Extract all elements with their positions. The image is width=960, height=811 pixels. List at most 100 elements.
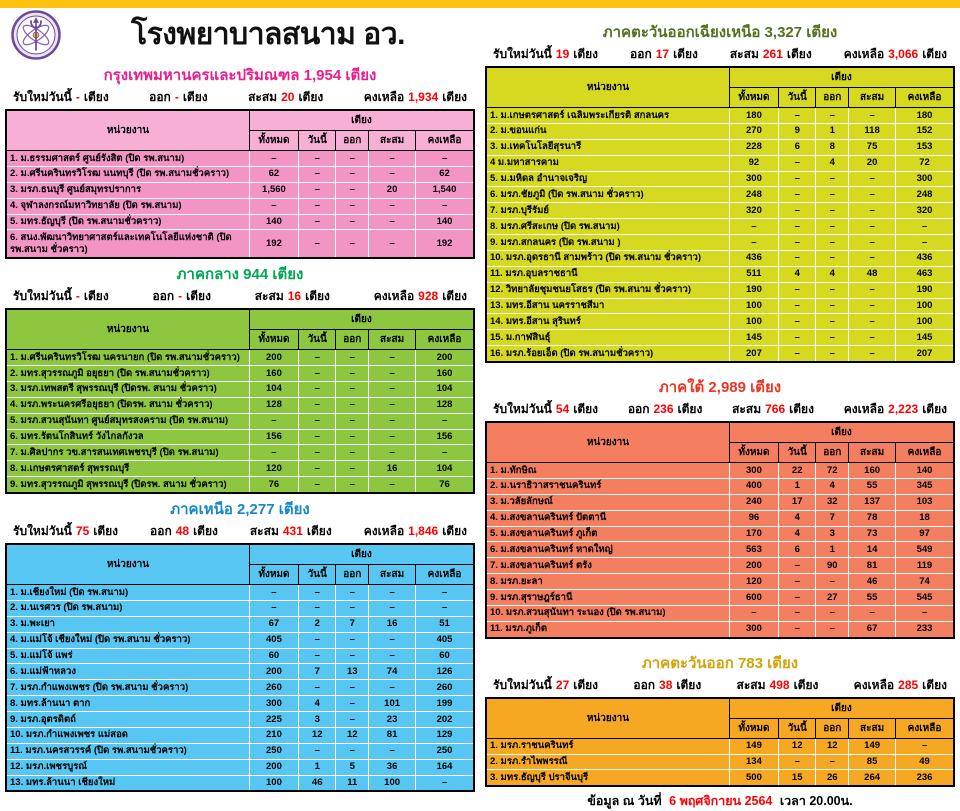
region-title: ภาคเหนือ 2,277 เตียง (170, 501, 310, 518)
agency-cell: 1. ม.ศรีนครินทรวิโรฒ นครนายก (ปิด รพ.สนา… (5, 349, 250, 366)
col-header-out: ออก (815, 442, 850, 463)
stat-new: รับใหม่วันนี้ 19 เตียง (493, 47, 599, 61)
value-cell: 67 (848, 620, 896, 639)
agency-cell: 7. มรภ.บุรีรัมย์ (485, 202, 730, 220)
footer-date: 6 พฤศจิกายน 2564 (669, 794, 773, 809)
right-column: ภาคตะวันออกเฉียงเหนือ 3,327 เตียง รับใหม… (480, 8, 960, 811)
value-cell: 22 (777, 462, 817, 479)
value-cell: 20 (848, 154, 896, 172)
section-north: ภาคเหนือ 2,277 เตียง รับใหม่วันนี้ 75 เตีย… (5, 497, 475, 793)
value-cell: 100 (894, 297, 955, 315)
value-cell: 100 (368, 774, 416, 792)
col-header-beds: เตียง (248, 543, 475, 565)
value-cell: – (894, 737, 955, 755)
table-row: 3. ม.วลัยลักษณ์ 240 17 32 137 103 (485, 493, 955, 511)
value-cell: – (848, 186, 896, 204)
value-cell: – (368, 380, 416, 398)
value-cell: – (777, 107, 817, 124)
value-cell: – (368, 349, 416, 366)
value-cell: – (848, 107, 896, 124)
value-cell: 4 (815, 154, 850, 172)
value-cell: 7 (815, 509, 850, 527)
stat-new: รับใหม่วันนี้ 27 เตียง (493, 677, 599, 692)
value-cell: – (297, 460, 337, 478)
stat-remaining: คงเหลือ 2,223 เตียง (843, 402, 947, 416)
value-cell: 199 (414, 695, 475, 712)
agency-cell: 6. ม.สงขลานครินทร์ หาดใหญ่ (485, 541, 730, 559)
value-cell: 119 (894, 557, 955, 575)
value-cell: 72 (894, 154, 955, 172)
table-row: 8. มรภ.ยะลา 120– –46 74 (485, 573, 955, 590)
value-cell: – (368, 150, 416, 167)
value-cell: 128 (414, 396, 475, 414)
value-cell: – (248, 412, 300, 430)
table-row: 7. มรภ.บุรีรัมย์ 320– – –320 (485, 202, 955, 220)
col-header-total: ทั้งหมด (728, 717, 780, 739)
agency-cell: 9. มรภ.สุราษฎร์ธานี (485, 589, 730, 606)
table-row: 8. ม.เกษตรศาสตร์ สุพรรณบุรี 120– –16 104 (5, 460, 475, 478)
top-accent-bar (0, 0, 960, 8)
value-cell: 600 (728, 589, 780, 606)
agency-cell: 14. มทร.อีสาน สุรินทร์ (485, 313, 730, 331)
col-header-beds: เตียง (248, 109, 475, 131)
value-cell: 32 (815, 493, 850, 511)
value-cell: – (297, 444, 337, 462)
table-row: 11. มรภ.ภูเก็ต 300– –67 233 (485, 620, 955, 639)
stat-out: ออก 38 เตียง (633, 677, 702, 692)
table-row: 5. ม.แม่โจ้ แพร่ 60– – –60 (5, 647, 475, 665)
region-table-body: 1. ม.เกษตรศาสตร์ เฉลิมพระเกียรติ สกลนคร 1… (485, 107, 955, 363)
stat-remaining: คงเหลือ 1,846 เตียง (363, 524, 467, 538)
agency-cell: 1. ม.ทักษิณ (485, 462, 730, 479)
col-header-today: วันนี้ (297, 329, 337, 351)
value-cell: 97 (894, 525, 955, 543)
agency-cell: 7. ม.ศิลปากร วข.สารสนเทศเพชรบุรี (ปิด รพ… (5, 444, 250, 462)
agency-cell: 9. มทร.สุวรรณภูมิ สุพรรณบุรี (ปิดรพ. สนา… (5, 476, 250, 494)
value-cell: 12 (815, 737, 850, 755)
table-row: 1. ม.ทักษิณ 300 22 72 160 140 (485, 462, 955, 479)
value-cell: 60 (414, 647, 475, 665)
value-cell: 545 (894, 589, 955, 606)
value-cell: 200 (728, 557, 780, 575)
agency-cell: 9. มรภ.สกลนคร (ปิด รพ.สนาม ) (485, 234, 730, 251)
table-row: 5. มรภ.สวนสุนันทา ศูนย์สมุทรสงคราม (ปิด … (5, 412, 475, 430)
value-cell: 2 (297, 615, 337, 633)
value-cell: 228 (728, 138, 780, 156)
value-cell: – (335, 599, 370, 617)
region-table: หน่วยงาน เตียง ทั้งหมด วันนี้ ออก สะสม ค… (5, 308, 475, 494)
agency-cell: 2. ม.ขอนแก่น (485, 122, 730, 140)
value-cell: 62 (414, 165, 475, 183)
value-cell: 145 (728, 329, 780, 347)
value-cell: 104 (414, 460, 475, 478)
value-cell: 160 (248, 365, 300, 382)
value-cell: 90 (815, 557, 850, 575)
value-cell: – (368, 412, 416, 430)
value-cell: – (368, 428, 416, 446)
value-cell: – (848, 170, 896, 188)
value-cell: – (848, 202, 896, 220)
value-cell: 200 (248, 663, 300, 681)
value-cell: – (414, 599, 475, 617)
value-cell: – (368, 599, 416, 617)
value-cell: – (248, 150, 300, 167)
value-cell: 1,560 (248, 181, 300, 199)
value-cell: 75 (848, 138, 896, 156)
agency-cell: 4. มรภ.พระนครศรีอยุธยา (ปิดรพ. สนาม ชั่ว… (5, 396, 250, 414)
table-row: 3. มทร.ธัญบุรี ปราจีนบุรี 500 15 26 264 236 (485, 769, 955, 787)
value-cell: – (777, 604, 817, 622)
col-header-cumulative: สะสม (848, 717, 896, 739)
value-cell: 4 (815, 477, 850, 495)
value-cell: 436 (728, 249, 780, 267)
value-cell: 264 (848, 769, 896, 787)
value-cell: 104 (248, 380, 300, 398)
value-cell: 74 (368, 663, 416, 681)
value-cell: 72 (815, 462, 850, 479)
agency-cell: 1. มรภ.ราชนครินทร์ (485, 737, 730, 755)
region-table: หน่วยงาน เตียง ทั้งหมด วันนี้ ออก สะสม ค… (485, 696, 955, 788)
agency-cell: 3. ม.เทคโนโลยีสุรนารี (485, 138, 730, 156)
value-cell: 62 (248, 165, 300, 183)
table-row: 7. ม.ศิลปากร วข.สารสนเทศเพชรบุรี (ปิด รพ… (5, 444, 475, 462)
region-title: ภาคตะวันออก 783 เตียง (641, 654, 799, 672)
value-cell: 81 (368, 726, 416, 744)
value-cell: – (728, 604, 780, 622)
agency-cell: 3. มรภ.เทพสตรี สุพรรณบุรี (ปิดรพ. สนาม ช… (5, 380, 250, 398)
